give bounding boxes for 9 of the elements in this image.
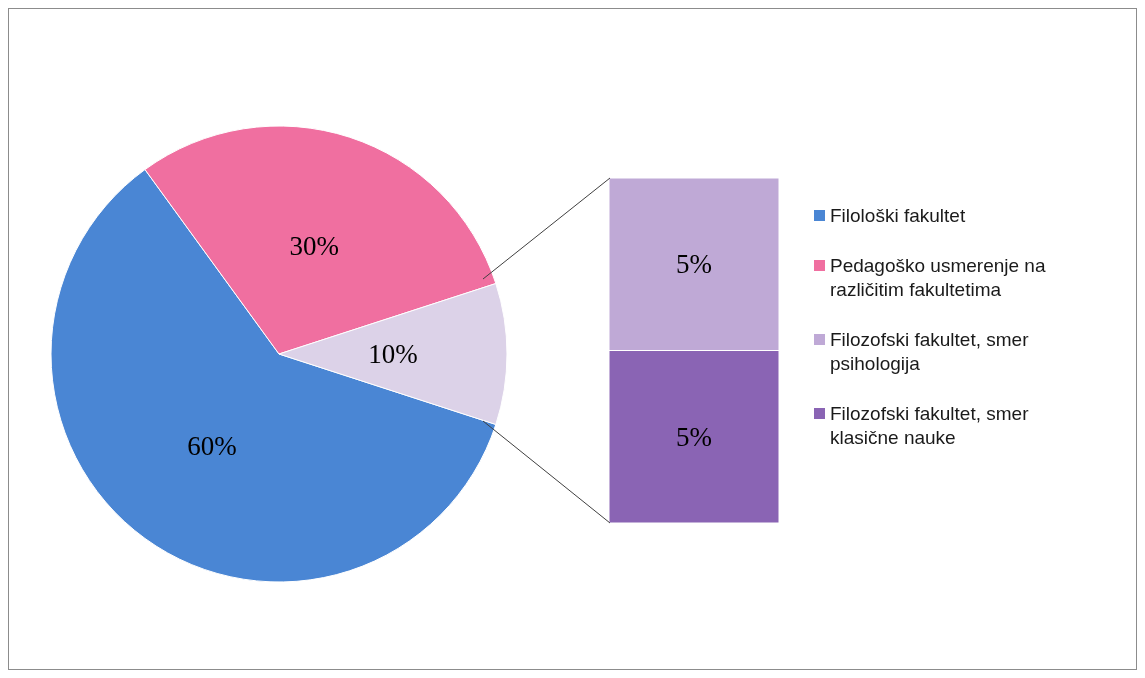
legend-label: Pedagoško usmerenje na različitim fakultetima [830,254,1047,302]
data-label: 5% [676,249,712,280]
data-label: 10% [368,339,418,369]
data-label: 60% [187,431,237,462]
data-label: 5% [676,421,712,452]
data-label: 30% [289,230,339,261]
legend-label: Filozofski fakultet, smer klasične nauke [830,402,1030,450]
legend-label: Filološki fakultet [830,204,966,228]
text: Filozofski fakultet, smer psihologija [830,328,1030,376]
